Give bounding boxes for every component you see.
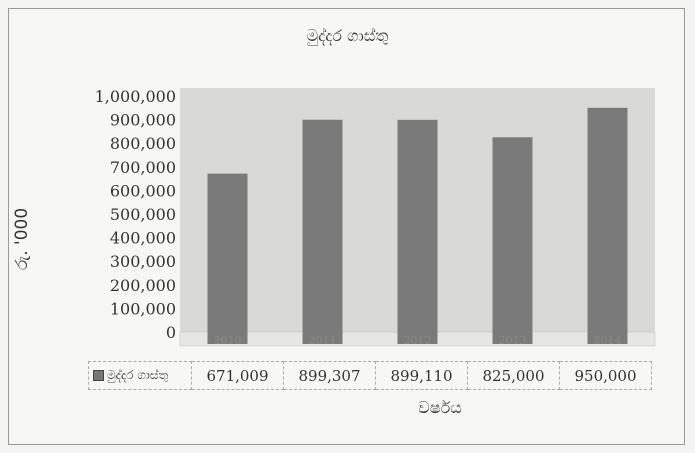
data-table-cell: 899,110 [376, 361, 468, 390]
x-tick-label: 2011 [309, 334, 337, 347]
data-table-cell: 825,000 [468, 361, 560, 390]
x-tick-label: 2014 [594, 334, 622, 347]
y-tick-label: 0 [166, 323, 176, 342]
x-tick-label: 2013 [499, 334, 527, 347]
data-table-cell: 899,307 [284, 361, 376, 390]
y-tick-label: 500,000 [110, 205, 176, 224]
y-tick-label: 300,000 [110, 252, 176, 271]
x-tick-label: 2010 [214, 334, 242, 347]
y-tick-label: 200,000 [110, 276, 176, 295]
bar [207, 173, 248, 344]
y-tick-label: 1,000,000 [95, 87, 176, 106]
legend-label: මුද්දර ගාස්තු [107, 368, 169, 382]
data-table: මුද්දර ගාස්තු 671,009 899,307 899,110 82… [88, 361, 652, 390]
x-axis-label: වර්ෂය [418, 398, 462, 417]
data-table-cell: 950,000 [560, 361, 652, 390]
bar [397, 119, 438, 344]
bar [302, 119, 343, 344]
y-tick-label: 600,000 [110, 181, 176, 200]
x-tick-label: 2012 [404, 334, 432, 347]
y-tick-label: 700,000 [110, 158, 176, 177]
y-tick-label: 800,000 [110, 134, 176, 153]
data-table-legend: මුද්දර ගාස්තු [88, 361, 192, 390]
y-tick-label: 100,000 [110, 299, 176, 318]
data-table-cell: 671,009 [192, 361, 284, 390]
chart-title: මුද්දර ගාස්තු [306, 26, 389, 45]
legend-swatch [93, 370, 104, 381]
y-tick-label: 900,000 [110, 111, 176, 130]
y-tick-label: 400,000 [110, 229, 176, 248]
bar [492, 137, 533, 344]
bar [587, 107, 628, 344]
